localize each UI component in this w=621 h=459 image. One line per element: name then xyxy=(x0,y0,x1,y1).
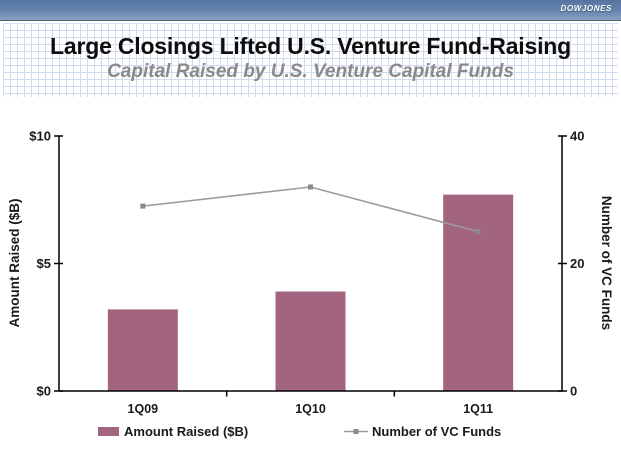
header-bar: DOWJONES xyxy=(0,0,621,21)
legend-line-marker xyxy=(353,429,359,434)
right-tick-label: 0 xyxy=(570,384,577,399)
page-title: Large Closings Lifted U.S. Venture Fund-… xyxy=(50,33,571,59)
bar-1Q10 xyxy=(275,291,346,391)
left-tick-label: $0 xyxy=(37,384,51,399)
dowjones-logo: DOWJONES xyxy=(560,4,612,13)
category-label: 1Q10 xyxy=(295,402,326,416)
bar-1Q11 xyxy=(443,194,514,391)
vc-funds-line xyxy=(142,186,479,233)
left-tick-label: $10 xyxy=(29,129,51,144)
category-label: 1Q09 xyxy=(128,402,159,416)
right-tick-label: 20 xyxy=(570,256,584,271)
title-panel: Large Closings Lifted U.S. Venture Fund-… xyxy=(3,23,618,97)
legend-bar-swatch xyxy=(98,427,119,436)
category-label: 1Q11 xyxy=(463,402,493,416)
left-axis-title: Amount Raised ($B) xyxy=(7,198,22,327)
right-tick-label: 40 xyxy=(570,129,584,144)
legend-line-label: Number of VC Funds xyxy=(372,424,501,439)
page-subtitle: Capital Raised by U.S. Venture Capital F… xyxy=(107,61,514,82)
line-marker-1Q10 xyxy=(308,184,313,190)
legend-bar-label: Amount Raised ($B) xyxy=(124,424,248,439)
left-tick-label: $5 xyxy=(37,256,51,271)
line-marker-1Q11 xyxy=(475,229,481,235)
line-marker-1Q09 xyxy=(140,203,146,209)
bar-1Q09 xyxy=(107,309,178,391)
right-axis-title: Number of VC Funds xyxy=(599,196,614,330)
